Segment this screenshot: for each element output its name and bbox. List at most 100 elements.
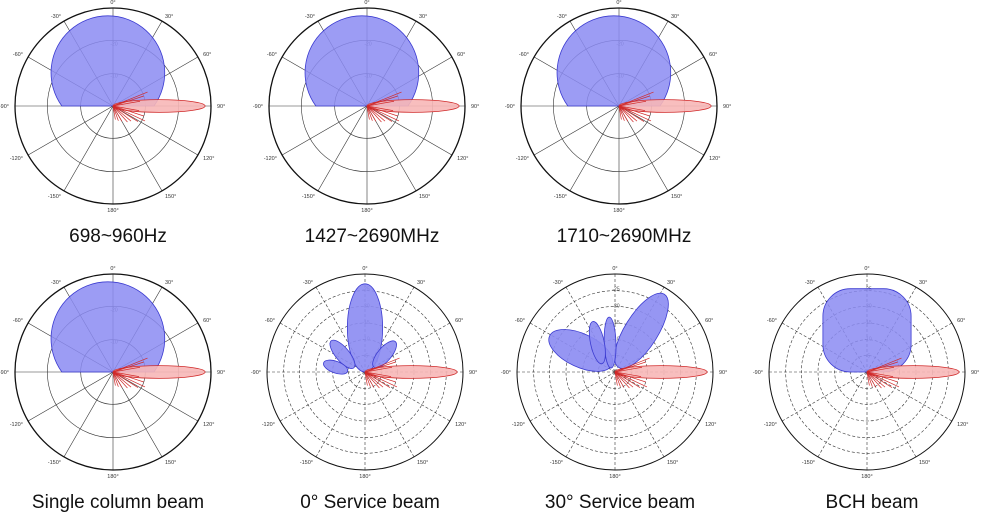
side-lobe <box>866 371 877 388</box>
outer-ring <box>14 273 212 471</box>
grid-spoke <box>281 105 368 156</box>
pattern-panel-single-column: 0° 30° 60° 90° 120° 150° 180° -150° -120° -90° -60… <box>0 262 236 520</box>
angle-label: 150° <box>667 460 678 466</box>
side-lobe <box>614 371 641 388</box>
side-lobe <box>614 371 646 383</box>
grid-spoke <box>27 105 114 156</box>
polar-pattern-chart: 0° 30° 60° 90° 120° 150° 180° -150° -120° -90° -60… <box>251 266 477 480</box>
side-lobe <box>866 357 902 373</box>
azimuth-pattern <box>556 15 672 107</box>
side-lobe <box>618 91 654 107</box>
angle-label: -30° <box>305 14 315 20</box>
side-lobe <box>112 105 123 122</box>
grid-spoke <box>63 105 114 192</box>
ring-label: -15 <box>612 320 619 326</box>
side-lobe <box>112 371 116 386</box>
grid-spoke <box>565 371 616 458</box>
side-lobe <box>366 105 382 123</box>
polar-pattern-chart: 0° 30° 60° 90° 120° 150° 180° -150° -120° -90° -60… <box>501 266 727 480</box>
angle-label: 150° <box>919 460 930 466</box>
side-lobe <box>866 366 895 373</box>
side-lobe <box>112 105 119 121</box>
angle-label: 0° <box>110 266 115 272</box>
side-lobe <box>614 357 650 373</box>
main-lobe <box>50 15 166 107</box>
side-lobe <box>112 371 128 389</box>
angle-label: 90° <box>217 370 225 376</box>
angle-label: -120° <box>264 156 277 162</box>
side-lobe <box>614 371 630 389</box>
side-lobe <box>112 100 141 107</box>
angle-label: 60° <box>455 318 463 324</box>
side-lobe <box>112 105 128 123</box>
side-lobe <box>112 105 139 122</box>
side-lobe <box>366 105 373 121</box>
side-lobe <box>614 371 618 386</box>
side-lobe <box>866 371 900 388</box>
side-lobe <box>614 366 643 373</box>
angle-label: 180° <box>861 474 872 480</box>
elevation-pattern <box>112 91 206 123</box>
pattern-panel-1427-2690: 0° 30° 60° 90° 120° 150° 180° -150° -120° -90° -60… <box>253 0 490 258</box>
grid-spoke <box>533 105 620 156</box>
side-lobe <box>618 105 646 111</box>
azimuth-pattern <box>50 15 166 107</box>
angle-label: -120° <box>262 422 275 428</box>
angle-label: -30° <box>51 280 61 286</box>
side-lobe <box>364 371 371 387</box>
main-lobe <box>304 15 420 107</box>
panel-caption: 1427~2690MHz <box>304 226 440 247</box>
side-lobe <box>618 105 629 122</box>
main-lobe <box>556 15 672 107</box>
angle-label: 180° <box>361 208 372 214</box>
pattern-panel-30-service: 0° 30° 60° 90° 120° 150° 180° -150° -120° -90° -60… <box>501 262 738 520</box>
angle-label: -90° <box>0 370 9 376</box>
angle-label: -120° <box>10 422 23 428</box>
pattern-panel-698-960: 0° 30° 60° 90° 120° 150° 180° -150° -120° -90° -60… <box>0 0 236 258</box>
angle-label: 180° <box>107 474 118 480</box>
grid-spoke <box>366 105 453 156</box>
grid-spoke <box>817 371 868 458</box>
angle-label: -90° <box>501 370 511 376</box>
angle-label: -30° <box>553 280 563 286</box>
side-lobe <box>112 366 141 373</box>
grid-spoke <box>529 371 616 422</box>
ring-label: -20 <box>612 303 619 309</box>
side-lobe <box>614 371 642 377</box>
side-lobe <box>112 105 144 117</box>
side-lobe <box>618 105 625 121</box>
grid-spoke <box>27 371 114 422</box>
grid-spoke <box>781 371 868 422</box>
side-lobe <box>366 91 402 107</box>
angle-label: 120° <box>203 422 214 428</box>
side-lobe <box>866 371 882 389</box>
grid-spoke <box>866 371 953 422</box>
outer-ring <box>266 273 464 471</box>
outer-ring <box>768 273 966 471</box>
angle-label: 60° <box>705 318 713 324</box>
angle-label: -150° <box>48 460 61 466</box>
angle-label: 0° <box>616 0 621 6</box>
azimuth-pattern <box>304 15 420 107</box>
angle-label: -150° <box>802 460 815 466</box>
elevation-pattern <box>364 357 458 389</box>
angle-label: 150° <box>417 460 428 466</box>
polar-pattern-chart: 0° 30° 60° 90° 120° 150° 180° -150° -120° -90° -60… <box>753 266 979 480</box>
angle-label: 150° <box>165 194 176 200</box>
elevation-pattern <box>618 91 712 123</box>
side-lobe <box>618 105 638 122</box>
side-lobe <box>588 321 606 365</box>
pattern-panel-1710-2690: 0° 30° 60° 90° 120° 150° 180° -150° -120° -90° -60… <box>505 0 742 258</box>
angle-label: -60° <box>519 52 529 58</box>
angle-label: 150° <box>165 460 176 466</box>
grid-spoke <box>618 105 705 156</box>
angle-label: 120° <box>709 156 720 162</box>
side-lobe <box>364 371 368 386</box>
side-lobe <box>364 361 396 373</box>
polar-pattern-chart: 0° 30° 60° 90° 120° 150° 180° -150° -120° -90° -60… <box>0 266 225 480</box>
side-lobe <box>112 371 123 388</box>
side-lobe <box>112 371 132 388</box>
angle-label: -120° <box>10 156 23 162</box>
side-lobe <box>112 105 116 120</box>
angle-label: 30° <box>419 14 427 20</box>
